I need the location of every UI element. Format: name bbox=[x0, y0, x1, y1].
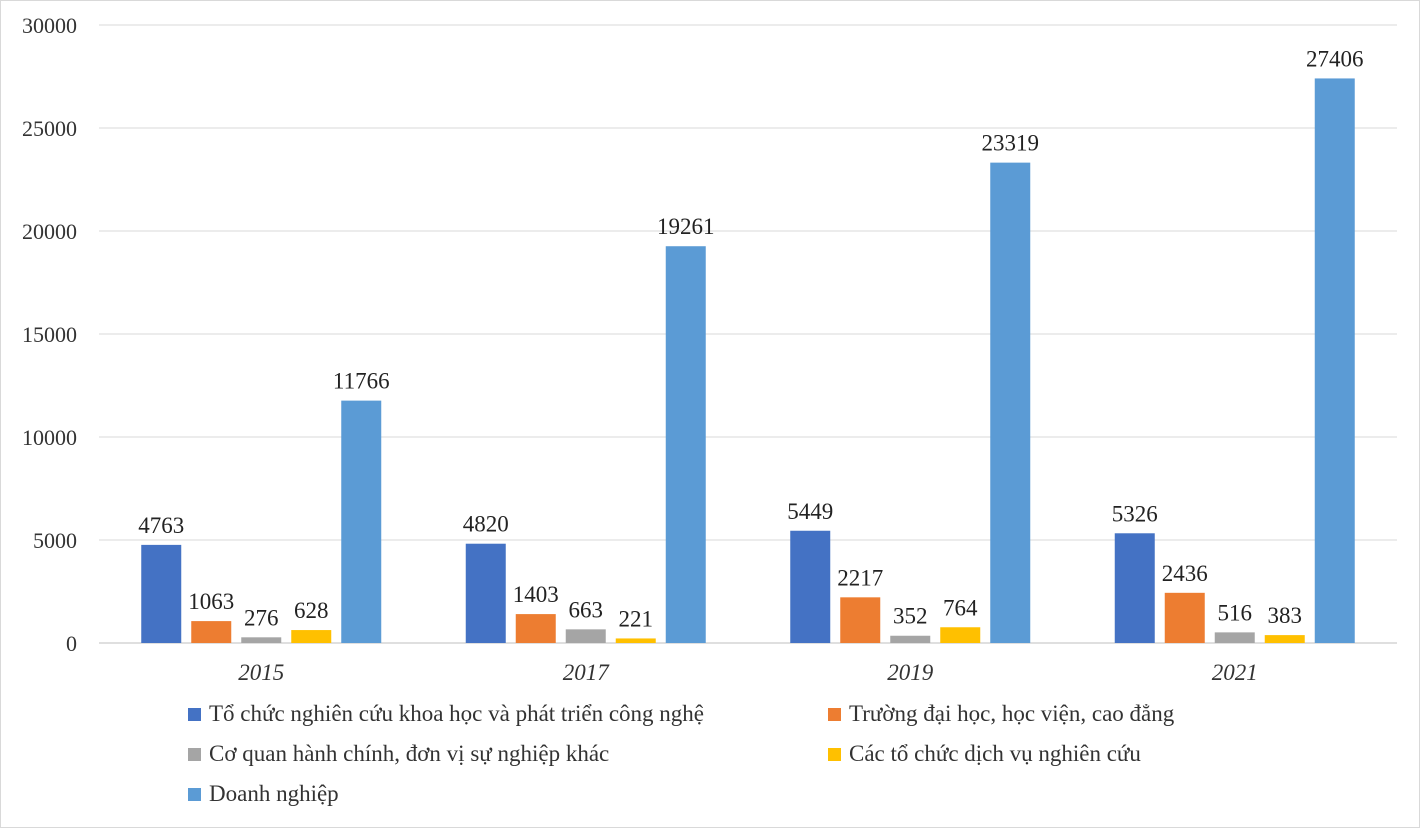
y-axis: 0 5000 10000 15000 20000 25000 30000 bbox=[22, 13, 77, 656]
x-axis: 2015 2017 2019 2021 bbox=[238, 660, 1258, 685]
bar bbox=[990, 162, 1031, 643]
y-tick-label: 15000 bbox=[22, 322, 77, 347]
bar bbox=[940, 627, 981, 643]
y-tick-label: 0 bbox=[66, 631, 77, 656]
legend-item: Các tổ chức dịch vụ nghiên cứu bbox=[828, 741, 1141, 767]
data-label: 5449 bbox=[787, 499, 833, 524]
y-tick-label: 20000 bbox=[22, 219, 77, 244]
legend-swatch bbox=[828, 707, 841, 721]
y-tick-label: 30000 bbox=[22, 13, 77, 38]
bar bbox=[515, 614, 556, 643]
legend-label: Cơ quan hành chính, đơn vị sự nghiệp khá… bbox=[209, 741, 610, 766]
gridlines bbox=[99, 24, 1397, 644]
legend-label: Doanh nghiệp bbox=[209, 781, 339, 806]
bar-chart: 0 5000 10000 15000 20000 25000 30000 4763 1063 2… bbox=[22, 13, 1397, 685]
legend-swatch bbox=[828, 747, 841, 761]
data-labels: 4763 1063 276 628 11766 4820 1403 663 221 19261 54… bbox=[138, 46, 1363, 631]
legend-label: Các tổ chức dịch vụ nghiên cứu bbox=[849, 741, 1141, 766]
bar bbox=[1314, 78, 1355, 643]
bar bbox=[615, 638, 656, 643]
bar bbox=[191, 621, 232, 643]
data-label: 516 bbox=[1218, 600, 1253, 625]
bar bbox=[840, 597, 881, 643]
x-tick-label: 2021 bbox=[1212, 660, 1258, 685]
bar bbox=[1164, 592, 1205, 643]
y-tick-label: 25000 bbox=[22, 116, 77, 141]
bar bbox=[1264, 635, 1305, 643]
data-label: 27406 bbox=[1306, 46, 1364, 71]
data-label: 1403 bbox=[513, 582, 559, 607]
x-tick-label: 2019 bbox=[887, 660, 934, 685]
legend-item: Trường đại học, học viện, cao đẳng bbox=[828, 701, 1174, 727]
data-label: 4763 bbox=[138, 513, 184, 538]
data-label: 11766 bbox=[333, 369, 390, 394]
data-label: 2436 bbox=[1162, 561, 1208, 586]
bar bbox=[1214, 632, 1255, 643]
data-label: 383 bbox=[1268, 603, 1303, 628]
legend-swatch bbox=[188, 787, 201, 801]
bar bbox=[465, 543, 506, 643]
data-label: 19261 bbox=[657, 214, 715, 239]
legend-label: Tổ chức nghiên cứu khoa học và phát triể… bbox=[209, 701, 704, 726]
bar bbox=[565, 629, 606, 643]
data-label: 5326 bbox=[1112, 501, 1158, 526]
data-label: 663 bbox=[569, 597, 604, 622]
legend-swatch bbox=[188, 707, 201, 721]
x-tick-label: 2015 bbox=[238, 660, 284, 685]
data-label: 628 bbox=[294, 598, 329, 623]
bar bbox=[1114, 533, 1155, 643]
data-label: 764 bbox=[943, 595, 978, 620]
data-label: 221 bbox=[619, 606, 654, 631]
data-label: 4820 bbox=[463, 512, 509, 537]
legend-swatch bbox=[188, 747, 201, 761]
bar bbox=[790, 530, 831, 643]
bar bbox=[890, 635, 931, 643]
legend-label: Trường đại học, học viện, cao đẳng bbox=[849, 701, 1175, 726]
bar bbox=[291, 630, 332, 643]
x-tick-label: 2017 bbox=[563, 660, 611, 685]
bars bbox=[141, 78, 1355, 644]
legend-item: Tổ chức nghiên cứu khoa học và phát triể… bbox=[188, 701, 704, 727]
bar bbox=[141, 544, 182, 643]
data-label: 352 bbox=[893, 604, 928, 629]
data-label: 1063 bbox=[188, 589, 234, 614]
legend-item: Doanh nghiệp bbox=[188, 781, 339, 807]
bar bbox=[341, 400, 382, 643]
data-label: 276 bbox=[244, 605, 279, 630]
bar bbox=[241, 637, 282, 643]
data-label: 23319 bbox=[982, 131, 1040, 156]
bar bbox=[665, 246, 706, 644]
y-tick-label: 5000 bbox=[33, 528, 77, 553]
data-label: 2217 bbox=[837, 565, 883, 590]
y-tick-label: 10000 bbox=[22, 425, 77, 450]
legend-item: Cơ quan hành chính, đơn vị sự nghiệp khá… bbox=[188, 741, 609, 767]
